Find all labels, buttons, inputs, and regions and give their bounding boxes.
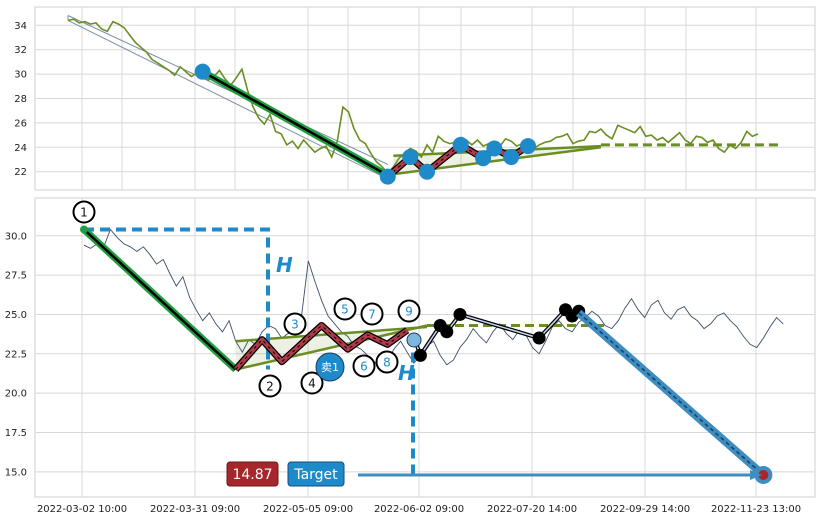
impulse-leg	[201, 70, 389, 177]
height-label-1: H	[276, 253, 293, 277]
top-panel	[67, 15, 780, 185]
wave-marker-dot	[475, 150, 492, 167]
wave-number-label: 1	[80, 206, 88, 220]
wave-marker-dot	[419, 163, 436, 180]
x-tick-label: 2022-11-23 13:00	[711, 504, 801, 515]
projection-end-inner	[758, 469, 769, 480]
bottom-zigzag-dash	[235, 324, 408, 370]
breakout-dot	[440, 325, 454, 339]
wave-number-label: 2	[266, 380, 274, 394]
bottom-impulse	[83, 228, 237, 371]
grid-layer	[34, 6, 816, 498]
x-tick-label: 2022-07-20 14:00	[487, 504, 577, 515]
wave-number-label: 8	[383, 356, 391, 370]
wave-number-circle	[258, 374, 282, 398]
breakout-dot	[453, 307, 467, 321]
wave-number-circle	[300, 371, 324, 395]
target-price-badge	[226, 461, 279, 487]
sell-signal-label: 卖1	[321, 361, 339, 374]
bottom-y-tick-label: 20.0	[5, 389, 27, 400]
wave-number-circle	[375, 350, 399, 374]
wave-number-label: 7	[368, 308, 376, 322]
channel-upper-line	[67, 15, 389, 165]
top-y-tick-label: 26	[14, 118, 27, 129]
wave-number-label: 5	[341, 303, 349, 317]
top-y-tick-label: 30	[14, 70, 27, 81]
bottom-price-line	[83, 228, 784, 369]
breakout-marker	[406, 332, 422, 348]
wave-marker-dot	[452, 136, 469, 153]
wave-number-label: 3	[291, 318, 299, 332]
wave-marker-dot	[379, 168, 396, 185]
wave-marker-dot	[520, 138, 536, 155]
wave-number-circle	[352, 354, 376, 378]
sell-signal-marker	[315, 352, 345, 382]
wave-number-circle	[333, 297, 357, 321]
top-y-tick-label: 34	[14, 21, 27, 32]
x-tick-label: 2022-05-05 09:00	[263, 504, 353, 515]
top-y-tick-label: 24	[14, 143, 27, 154]
height-marker-1	[84, 227, 270, 370]
target-label-badge	[287, 461, 345, 487]
wave-marker-dot	[486, 140, 503, 157]
wave-number-circle	[72, 200, 96, 224]
bottom-y-tick-label: 27.5	[5, 271, 27, 282]
projection-dash	[578, 312, 764, 476]
wave-start-dot	[80, 225, 88, 234]
channel-lower-line	[67, 19, 389, 180]
top-y-tick-label: 32	[14, 45, 27, 56]
wave-number-circle	[283, 312, 307, 336]
x-tick-label: 2022-06-02 09:00	[374, 504, 464, 515]
axis-labels: 2224262830323415.017.520.022.525.027.530…	[5, 21, 801, 515]
wave-number-label: 9	[405, 305, 413, 319]
x-tick-label: 2022-09-29 14:00	[600, 504, 690, 515]
target-label-text: Target	[293, 467, 338, 483]
bottom-y-tick-label: 15.0	[5, 467, 27, 478]
top-y-tick-label: 28	[14, 94, 27, 105]
breakout-dot	[413, 348, 427, 362]
top-y-tick-label: 22	[14, 167, 27, 178]
bottom-y-tick-label: 22.5	[5, 349, 27, 360]
bottom-triangle-lower	[235, 324, 428, 371]
wave-marker-dot	[194, 63, 211, 80]
target-price-text: 14.87	[232, 467, 272, 483]
bottom-panel: H H 1 2 3 4 5 6 7 8 9 卖1 14.87 Target	[72, 200, 784, 487]
wave-marker-dot	[503, 149, 520, 166]
wave-number-circle	[397, 299, 421, 323]
wave-number-label: 4	[308, 377, 316, 391]
height-label-2: H	[398, 361, 415, 385]
x-tick-label: 2022-03-31 09:00	[150, 504, 240, 515]
breakout-dot	[532, 331, 546, 345]
wave-number-label: 6	[360, 360, 368, 374]
bottom-y-tick-label: 17.5	[5, 428, 27, 439]
bottom-y-tick-label: 30.0	[5, 231, 27, 242]
wave-marker-dot	[402, 149, 419, 166]
wave-number-circle	[360, 302, 384, 326]
x-tick-label: 2022-03-02 10:00	[37, 504, 127, 515]
target-arrow-head	[750, 469, 762, 480]
bottom-y-tick-label: 25.0	[5, 310, 27, 321]
